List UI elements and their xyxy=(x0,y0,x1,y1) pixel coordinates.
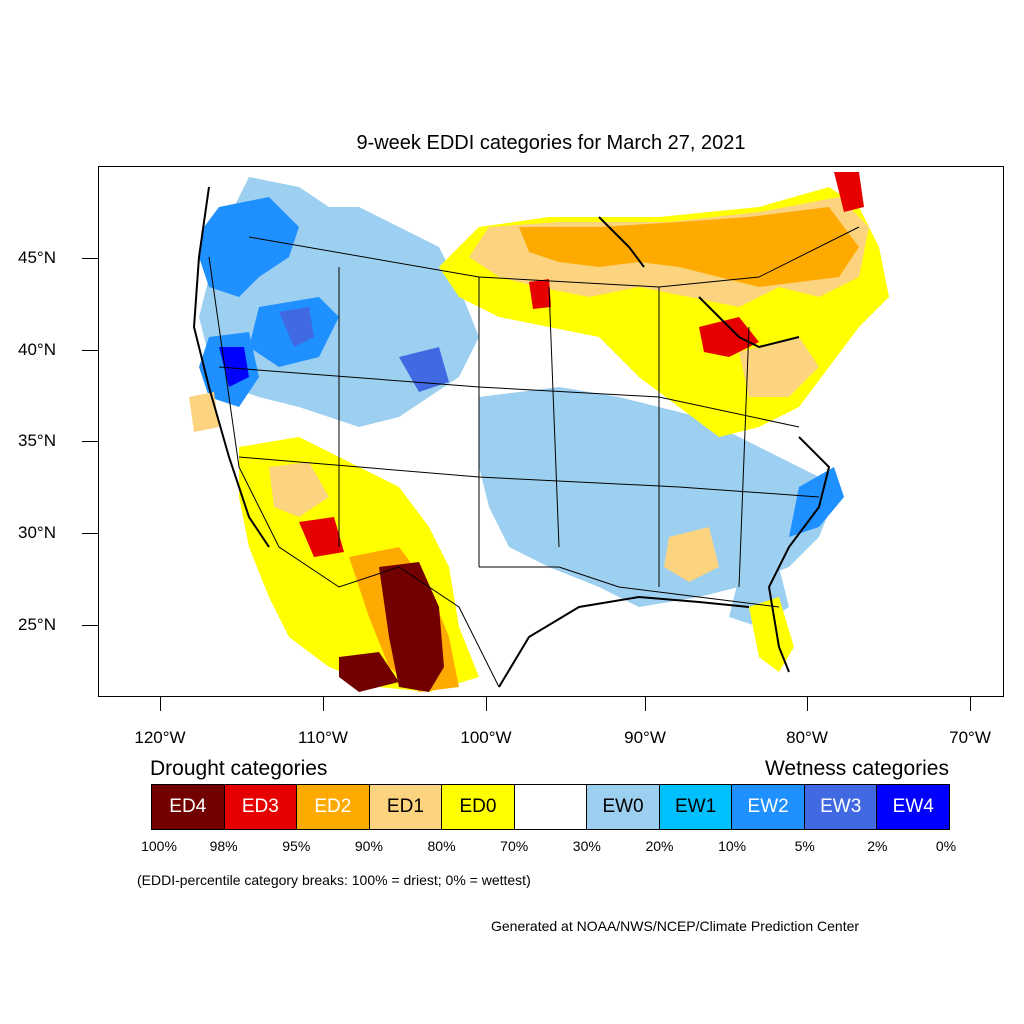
lat-tick xyxy=(82,441,98,442)
lat-tick xyxy=(82,533,98,534)
drought-regions xyxy=(189,172,889,692)
map-title: 9-week EDDI categories for March 27, 202… xyxy=(356,132,746,154)
legend-cell-ew3: EW3 xyxy=(804,785,878,829)
lon-label-110: 110°W xyxy=(298,728,348,747)
legend-cell-ew0: EW0 xyxy=(587,785,660,829)
lat-tick xyxy=(82,258,98,259)
legend-percentile: 30% xyxy=(572,838,601,854)
legend-cell-ed3: ED3 xyxy=(224,785,298,829)
credit-line: Generated at NOAA/NWS/NCEP/Climate Predi… xyxy=(491,918,860,934)
legend-percentile: 5% xyxy=(794,838,815,854)
legend-color-bar: ED4 ED3 ED2 ED1 ED0 EW0 EW1 EW2 EW3 EW4 xyxy=(151,784,950,830)
lat-label-40: 40°N xyxy=(18,340,56,359)
lat-tick xyxy=(82,350,98,351)
legend-percentile: 20% xyxy=(645,838,674,854)
legend-cell-ed4: ED4 xyxy=(152,785,225,829)
legend-percentile: 70% xyxy=(500,838,529,854)
lat-label-25: 25°N xyxy=(18,615,56,634)
lat-label-45: 45°N xyxy=(18,248,56,267)
lon-tick xyxy=(970,697,971,711)
legend-cell-ed1: ED1 xyxy=(369,785,443,829)
legend-percentile: 100% xyxy=(141,838,177,854)
legend-note: (EDDI-percentile category breaks: 100% =… xyxy=(137,872,531,888)
lat-label-30: 30°N xyxy=(18,523,56,542)
lon-tick xyxy=(323,697,324,711)
eddi-map xyxy=(98,166,1004,697)
lon-label-90: 90°W xyxy=(624,728,666,747)
coastline xyxy=(192,186,831,688)
legend-percentile: 0% xyxy=(935,838,957,854)
legend-cell-ew4: EW4 xyxy=(877,785,950,829)
lon-label-80: 80°W xyxy=(786,728,828,747)
legend-cell-ew1: EW1 xyxy=(659,785,733,829)
legend-percentile: 90% xyxy=(354,838,383,854)
lon-tick xyxy=(645,697,646,711)
legend-cell-ed2: ED2 xyxy=(297,785,370,829)
lon-label-70: 70°W xyxy=(949,728,991,747)
boundaries xyxy=(208,226,860,688)
lat-tick xyxy=(82,625,98,626)
legend-percentile: 80% xyxy=(427,838,456,854)
wetness-regions xyxy=(199,177,844,627)
legend-cell-ew2: EW2 xyxy=(732,785,805,829)
lat-label-35: 35°N xyxy=(18,431,56,450)
legend-percentile: 98% xyxy=(209,838,238,854)
legend-percentile: 95% xyxy=(282,838,311,854)
wetness-heading: Wetness categories xyxy=(764,757,949,780)
drought-heading: Drought categories xyxy=(150,757,328,780)
legend-cell-neutral xyxy=(514,785,588,829)
eddi-map-canvas xyxy=(189,172,889,692)
lon-tick xyxy=(486,697,487,711)
lon-label-100: 100°W xyxy=(460,728,512,747)
legend-percentile: 10% xyxy=(718,838,747,854)
legend-cell-ed0: ED0 xyxy=(442,785,515,829)
lon-label-120: 120°W xyxy=(134,728,186,747)
legend-percentile: 2% xyxy=(867,838,888,854)
lon-tick xyxy=(807,697,808,711)
lon-tick xyxy=(160,697,161,711)
